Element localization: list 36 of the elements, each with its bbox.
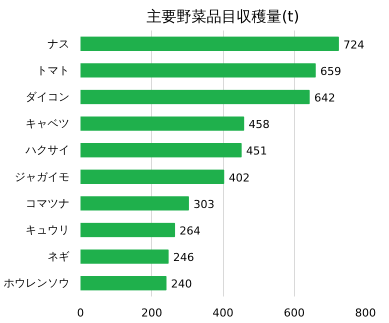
bar [80,90,310,104]
bar [80,196,189,211]
bar [80,116,244,131]
y-tick-label: ハクサイ [24,144,70,157]
y-tick-label: ダイコン [26,90,70,104]
bar [80,63,316,78]
data-label: 458 [248,118,270,132]
bar [80,170,224,184]
data-label: 402 [228,171,250,184]
x-tick-label: 600 [284,306,305,320]
data-label: 264 [180,224,201,238]
y-tick-label: キャベツ [26,117,70,130]
data-label: 246 [173,251,194,264]
x-tick-label: 800 [355,306,376,320]
data-label: 724 [343,38,364,52]
data-label: 451 [246,144,268,158]
bar [80,249,169,264]
y-tick-label: ホウレンソウ [4,276,70,290]
bar [80,143,242,158]
x-tick-label: 400 [212,306,234,320]
data-label: 303 [193,198,214,211]
bar [80,36,339,51]
y-tick-label: トマト [36,64,70,77]
bar [80,222,176,238]
x-tick-label: 200 [141,306,162,320]
bar [80,276,166,290]
data-label: 659 [320,64,342,78]
data-label: 642 [314,92,336,104]
y-tick-label: キュウリ [26,224,70,236]
y-tick-label: ネギ [48,250,70,264]
x-tick-label: 0 [77,306,84,320]
data-label: 240 [171,278,192,291]
y-tick-label: コマツナ [26,196,70,210]
y-tick-label: ジャガイモ [14,170,70,184]
chart-title: 主要野菜品目収穫量(t) [146,8,300,26]
y-tick-label: ナス [48,37,70,50]
